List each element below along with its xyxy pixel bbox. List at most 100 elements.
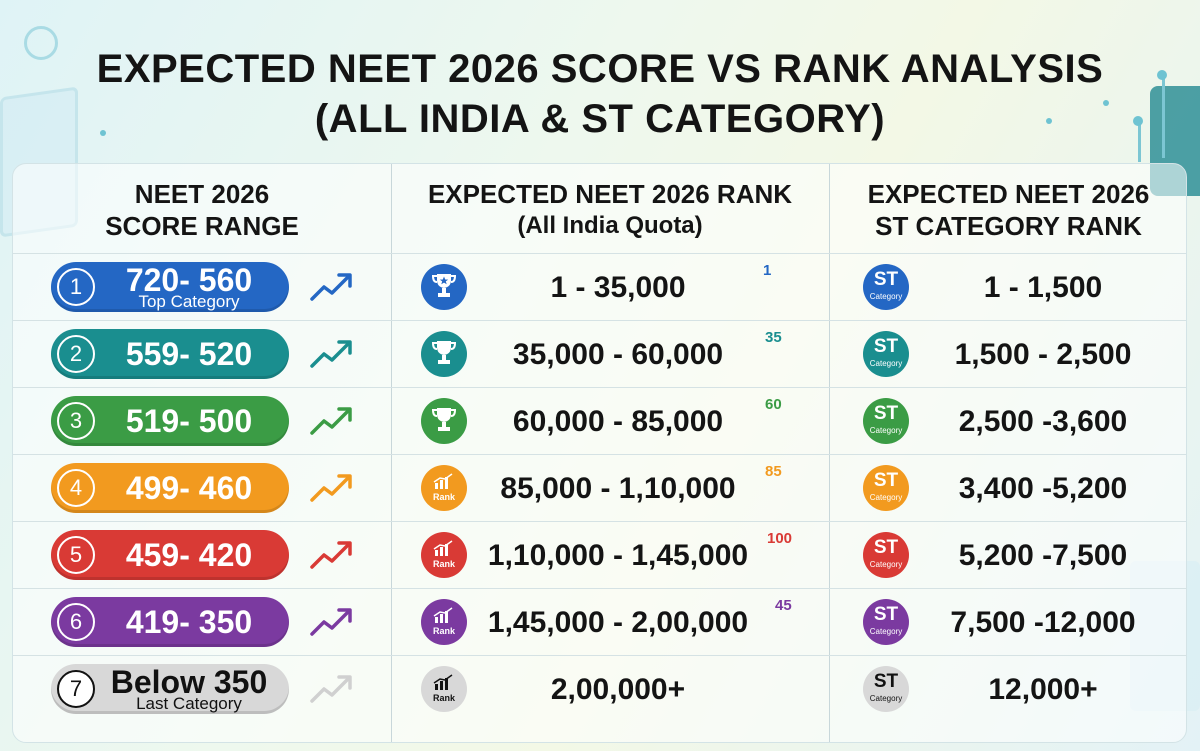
score-range-caption: Top Category xyxy=(138,292,240,311)
score-rank-table: NEET 2026 SCORE RANGE EXPECTED NEET 2026… xyxy=(12,163,1187,743)
header-st-rank-line1: EXPECTED NEET 2026 xyxy=(867,179,1150,209)
st-badge-caption: Category xyxy=(869,292,903,301)
score-range-value: 419- 350 xyxy=(125,604,253,640)
st-category-badge: ST Category xyxy=(863,331,909,377)
rank-superscript: 85 xyxy=(765,463,782,480)
row-number-badge: 1 xyxy=(57,268,95,306)
column-divider xyxy=(391,164,392,742)
row-divider xyxy=(13,655,1186,656)
trend-up-icon xyxy=(310,608,352,636)
table-row: 7 Below 350 Last Category Rank 2,00,000+… xyxy=(13,656,1188,723)
rank-icon-label: Rank xyxy=(432,492,455,502)
score-range-value: 499- 460 xyxy=(125,470,253,506)
all-india-rank-value: 1,10,000 - 1,45,000 xyxy=(487,539,749,572)
rank-icon-label: Rank xyxy=(432,626,455,636)
score-range-value: Below 350 xyxy=(110,664,268,700)
decorative-dot xyxy=(1157,70,1167,80)
rank-superscript: 60 xyxy=(765,396,782,413)
all-india-rank-value: 2,00,000+ xyxy=(550,673,686,706)
trophy-icon xyxy=(421,331,467,377)
row-divider xyxy=(13,387,1186,388)
rank-superscript: 100 xyxy=(767,530,793,547)
decorative-circle xyxy=(24,26,58,60)
trend-up-icon xyxy=(310,407,352,435)
table-row: 2 559- 520 35,000 - 60,000 35 ST Categor… xyxy=(13,321,1188,388)
st-rank-value: 7,500 -12,000 xyxy=(950,606,1136,639)
rank-superscript: 35 xyxy=(765,329,782,346)
title-line-2: (ALL INDIA & ST CATEGORY) xyxy=(314,97,886,141)
trend-up-icon xyxy=(310,474,352,502)
st-badge-label: ST xyxy=(873,403,899,424)
rank-chart-icon: Rank xyxy=(421,465,467,511)
column-divider xyxy=(829,164,830,742)
st-badge-label: ST xyxy=(873,470,899,491)
rank-superscript: 45 xyxy=(775,597,792,614)
st-badge-caption: Category xyxy=(869,694,903,703)
table-row: 6 419- 350 Rank 1,45,000 - 2,00,000 45 S… xyxy=(13,589,1188,656)
st-badge-label: ST xyxy=(873,537,899,558)
st-category-badge: ST Category xyxy=(863,398,909,444)
row-divider xyxy=(13,521,1186,522)
row-number-badge: 6 xyxy=(57,603,95,641)
st-category-badge: ST Category xyxy=(863,666,909,712)
rank-superscript: 1 xyxy=(763,262,772,279)
header-score-range: NEET 2026 SCORE RANGE xyxy=(13,178,391,242)
all-india-rank-value: 1,45,000 - 2,00,000 xyxy=(487,606,749,639)
score-range-pill: 7 Below 350 Last Category xyxy=(51,664,289,714)
header-all-india-rank-line2: (All India Quota) xyxy=(517,212,703,239)
title-line-1: EXPECTED NEET 2026 SCORE VS RANK ANALYSI… xyxy=(96,47,1104,91)
decorative-dot xyxy=(1133,116,1143,126)
trophy-star-icon xyxy=(421,264,467,310)
st-category-badge: ST Category xyxy=(863,599,909,645)
st-badge-caption: Category xyxy=(869,627,903,636)
score-range-value: 519- 500 xyxy=(125,403,253,439)
header-all-india-rank: EXPECTED NEET 2026 RANK (All India Quota… xyxy=(391,178,829,242)
header-score-range-line1: NEET 2026 xyxy=(134,179,270,209)
row-number-badge: 4 xyxy=(57,469,95,507)
st-category-badge: ST Category xyxy=(863,532,909,578)
score-range-pill: 5 459- 420 xyxy=(51,530,289,580)
decorative-dot xyxy=(1103,100,1109,106)
st-badge-caption: Category xyxy=(869,493,903,502)
score-range-pill: 3 519- 500 xyxy=(51,396,289,446)
score-range-value: 559- 520 xyxy=(125,336,253,372)
header-st-rank: EXPECTED NEET 2026 ST CATEGORY RANK xyxy=(829,178,1188,242)
st-category-badge: ST Category xyxy=(863,465,909,511)
rank-chart-icon: Rank xyxy=(421,599,467,645)
all-india-rank-value: 35,000 - 60,000 xyxy=(512,338,724,371)
score-range-pill: 6 419- 350 xyxy=(51,597,289,647)
st-badge-label: ST xyxy=(873,604,899,625)
decorative-pin xyxy=(1138,122,1141,162)
trend-up-icon xyxy=(310,273,352,301)
table-row: 5 459- 420 Rank 1,10,000 - 1,45,000 100 … xyxy=(13,522,1188,589)
st-rank-value: 12,000+ xyxy=(988,673,1098,706)
header-score-range-line2: SCORE RANGE xyxy=(105,211,299,241)
score-range-value: 720- 560 xyxy=(125,262,253,298)
st-rank-value: 3,400 -5,200 xyxy=(958,472,1128,505)
all-india-rank-value: 85,000 - 1,10,000 xyxy=(500,472,736,505)
st-badge-label: ST xyxy=(873,671,899,692)
header-all-india-rank-line1: EXPECTED NEET 2026 RANK xyxy=(427,179,793,209)
row-divider xyxy=(13,253,1186,254)
decorative-dot xyxy=(1046,118,1052,124)
page-title: EXPECTED NEET 2026 SCORE VS RANK ANALYSI… xyxy=(0,44,1200,144)
st-badge-caption: Category xyxy=(869,560,903,569)
st-badge-label: ST xyxy=(873,269,899,290)
st-badge-caption: Category xyxy=(869,359,903,368)
st-rank-value: 2,500 -3,600 xyxy=(958,405,1128,438)
row-divider xyxy=(13,588,1186,589)
row-number-badge: 3 xyxy=(57,402,95,440)
row-divider xyxy=(13,454,1186,455)
row-number-badge: 7 xyxy=(57,670,95,708)
score-range-caption: Last Category xyxy=(136,694,242,713)
trophy-icon xyxy=(421,398,467,444)
table-row: 4 499- 460 Rank 85,000 - 1,10,000 85 ST … xyxy=(13,455,1188,522)
rank-chart-icon: Rank xyxy=(421,532,467,578)
table-row: 3 519- 500 60,000 - 85,000 60 ST Categor… xyxy=(13,388,1188,455)
st-rank-value: 1,500 - 2,500 xyxy=(954,338,1132,371)
all-india-rank-value: 1 - 35,000 xyxy=(550,271,686,304)
trend-up-icon xyxy=(310,340,352,368)
row-number-badge: 2 xyxy=(57,335,95,373)
st-rank-value: 1 - 1,500 xyxy=(983,271,1103,304)
decorative-pin xyxy=(1162,78,1165,158)
